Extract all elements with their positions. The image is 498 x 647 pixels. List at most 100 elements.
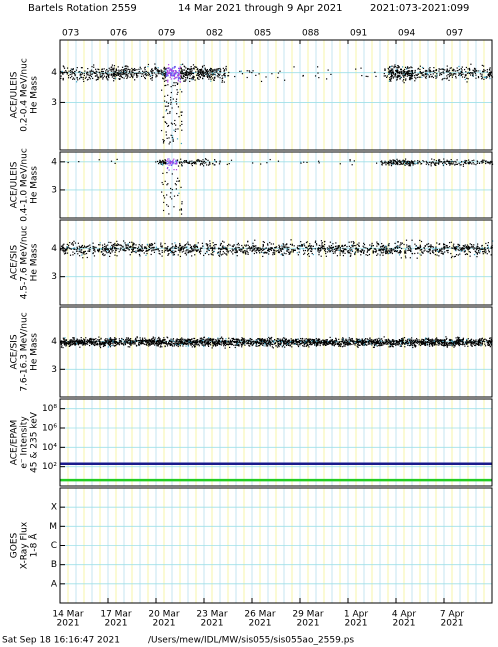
- point-texture: [69, 242, 71, 244]
- point-texture: [172, 159, 174, 162]
- point-texture: [200, 160, 203, 163]
- point-texture: [243, 250, 245, 252]
- point-texture: [388, 252, 391, 254]
- point-texture: [65, 252, 67, 255]
- point-texture: [203, 254, 205, 257]
- point-texture: [270, 249, 273, 251]
- point-texture: [229, 244, 231, 246]
- point-texture: [354, 248, 357, 250]
- point-texture: [317, 72, 319, 74]
- point-texture: [446, 68, 448, 70]
- point-texture: [309, 247, 311, 249]
- point-texture: [467, 162, 469, 164]
- point-texture: [163, 195, 165, 197]
- point-texture: [478, 344, 480, 346]
- point-texture: [442, 164, 445, 166]
- point-texture: [399, 161, 401, 163]
- point-texture: [206, 164, 208, 166]
- point-texture: [161, 70, 163, 72]
- point-texture: [205, 243, 207, 245]
- point-texture: [399, 74, 401, 76]
- point-texture: [432, 76, 435, 79]
- point-texture: [385, 248, 387, 250]
- point-texture: [123, 69, 125, 71]
- point-texture: [93, 255, 96, 257]
- point-texture: [207, 345, 210, 347]
- point-texture: [159, 160, 161, 162]
- point-texture: [478, 340, 480, 342]
- point-texture: [82, 257, 84, 259]
- point-texture: [454, 255, 456, 257]
- point-texture: [80, 340, 83, 342]
- point-texture: [483, 76, 485, 78]
- point-texture: [105, 249, 107, 251]
- point-texture: [147, 65, 149, 68]
- point-texture: [390, 161, 392, 163]
- point-texture: [139, 249, 141, 252]
- point-texture: [106, 78, 108, 80]
- point-texture: [483, 159, 485, 161]
- point-texture: [233, 344, 235, 346]
- point-texture: [124, 242, 126, 244]
- point-texture: [472, 246, 474, 248]
- point-texture: [353, 160, 355, 162]
- point-texture: [112, 338, 114, 341]
- point-texture: [261, 251, 263, 253]
- point-texture: [390, 72, 392, 74]
- point-texture: [172, 254, 174, 256]
- point-texture: [415, 247, 417, 250]
- point-texture: [227, 343, 229, 345]
- point-texture: [419, 239, 421, 242]
- point-texture: [209, 247, 212, 249]
- point-texture: [222, 248, 224, 250]
- point-texture: [399, 244, 401, 246]
- point-texture: [374, 71, 376, 73]
- point-texture: [360, 251, 363, 253]
- point-texture: [394, 75, 396, 77]
- point-texture: [379, 254, 381, 256]
- point-texture: [402, 163, 404, 165]
- point-texture: [349, 248, 351, 250]
- point-texture: [467, 246, 469, 248]
- point-texture: [168, 249, 170, 251]
- point-texture: [246, 339, 248, 341]
- point-texture: [197, 68, 199, 70]
- point-texture: [71, 70, 73, 73]
- point-texture: [459, 75, 461, 77]
- point-texture: [398, 254, 401, 256]
- point-texture: [396, 79, 398, 81]
- point-texture: [334, 340, 336, 342]
- y-axis-label: ACE/ULEIS: [10, 71, 20, 118]
- point-texture: [155, 246, 158, 248]
- point-texture: [282, 248, 284, 250]
- point-texture: [322, 248, 324, 250]
- point-texture: [246, 70, 248, 72]
- point-texture: [392, 68, 394, 70]
- point-texture: [118, 344, 121, 346]
- point-texture: [207, 249, 209, 251]
- point-texture: [384, 68, 386, 70]
- point-texture: [132, 249, 134, 251]
- point-texture: [154, 342, 156, 344]
- point-texture: [207, 159, 209, 161]
- point-texture: [486, 71, 488, 73]
- point-texture: [163, 161, 166, 163]
- point-texture: [337, 247, 340, 249]
- point-texture: [174, 247, 176, 250]
- point-texture: [118, 251, 120, 253]
- point-texture: [396, 76, 398, 79]
- point-texture: [477, 70, 479, 72]
- point-texture: [191, 250, 193, 253]
- point-texture: [214, 243, 216, 246]
- point-texture: [388, 243, 390, 245]
- point-texture: [72, 340, 74, 342]
- point-texture: [391, 75, 393, 77]
- point-texture: [397, 245, 399, 247]
- point-texture: [483, 251, 485, 253]
- point-texture: [119, 78, 121, 80]
- point-texture: [234, 251, 236, 253]
- point-texture: [396, 250, 399, 252]
- point-texture: [378, 244, 380, 246]
- point-texture: [405, 257, 407, 259]
- point-texture: [429, 72, 431, 74]
